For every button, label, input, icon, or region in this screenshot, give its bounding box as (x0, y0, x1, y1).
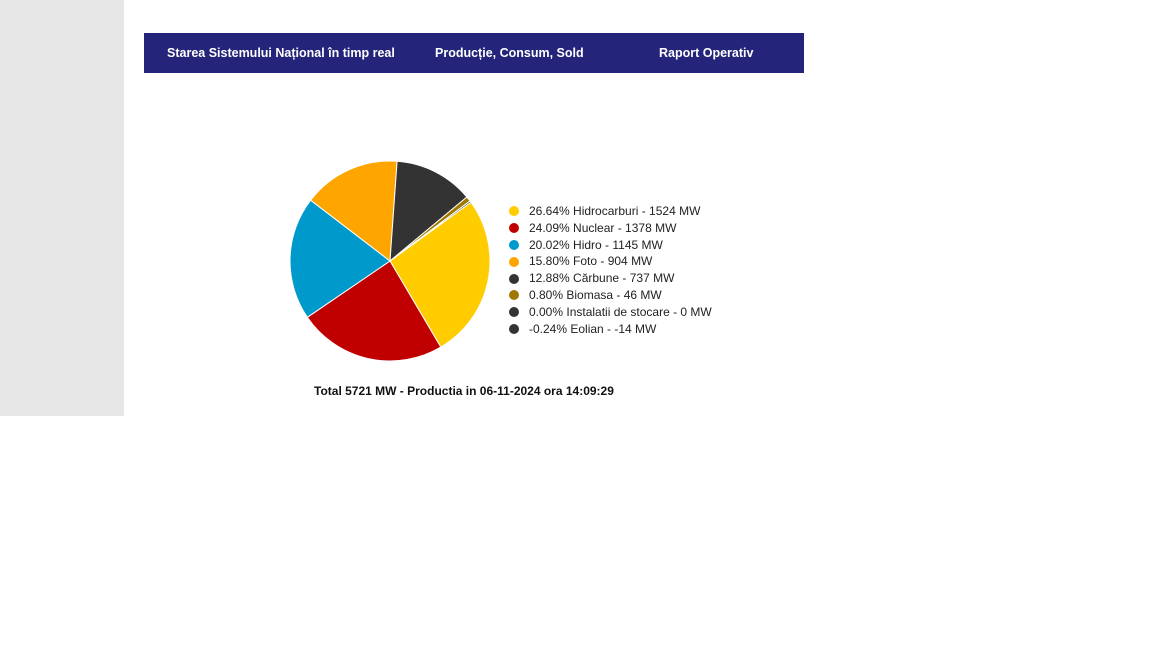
pie-chart-svg (289, 160, 491, 362)
legend-item[interactable]: 20.02% Hidro - 1145 MW (509, 237, 712, 254)
production-pie-chart: 26.64% Hidrocarburi - 1524 MW 24.09% Nucl… (280, 150, 750, 380)
legend-label: 0.80% Biomasa - 46 MW (529, 287, 662, 302)
legend-dot-icon (509, 290, 519, 301)
legend-item[interactable]: 26.64% Hidrocarburi - 1524 MW (509, 203, 712, 220)
top-navigation-bar: Starea Sistemului Național în timp real … (144, 33, 804, 73)
legend-label: 20.02% Hidro - 1145 MW (529, 237, 663, 252)
pie-slice-nuclear[interactable] (306, 260, 442, 362)
legend-item[interactable]: 12.88% Cărbune - 737 MW (509, 270, 712, 287)
legend-dot-icon (509, 323, 519, 334)
legend-item[interactable]: 0.00% Instalatii de stocare - 0 MW (509, 304, 712, 321)
legend-item[interactable]: 15.80% Foto - 904 MW (509, 253, 712, 270)
legend-label: -0.24% Eolian - -14 MW (529, 321, 657, 336)
legend-dot-icon (509, 206, 519, 217)
total-production-caption: Total 5721 MW - Productia in 06-11-2024 … (314, 384, 614, 398)
legend-dot-icon (509, 307, 519, 318)
legend-item[interactable]: -0.24% Eolian - -14 MW (509, 321, 712, 338)
legend-label: 24.09% Nuclear - 1378 MW (529, 220, 677, 235)
legend-item[interactable]: 0.80% Biomasa - 46 MW (509, 287, 712, 304)
legend-label: 0.00% Instalatii de stocare - 0 MW (529, 304, 712, 319)
tab-starea-sistemului[interactable]: Starea Sistemului Național în timp real (167, 46, 395, 60)
legend-dot-icon (509, 223, 519, 234)
legend-label: 26.64% Hidrocarburi - 1524 MW (529, 204, 701, 218)
legend-label: 12.88% Cărbune - 737 MW (529, 271, 675, 286)
legend-dot-icon (509, 239, 519, 250)
legend-label: 15.80% Foto - 904 MW (529, 254, 653, 269)
pie-slice-hidro[interactable] (289, 199, 391, 318)
tab-productie-consum-sold[interactable]: Producție, Consum, Sold (435, 46, 584, 60)
pie-slice-hidrocarburi[interactable] (389, 201, 491, 348)
legend-item[interactable]: 24.09% Nuclear - 1378 MW (509, 220, 712, 237)
legend-dot-icon (509, 273, 519, 284)
pie-slice-eolian[interactable] (389, 200, 472, 262)
legend-dot-icon (509, 256, 519, 267)
chart-legend: 26.64% Hidrocarburi - 1524 MW 24.09% Nucl… (509, 203, 712, 337)
tab-raport-operativ[interactable]: Raport Operativ (659, 46, 754, 60)
left-sidebar-panel (0, 0, 124, 416)
pie-slice-carbune[interactable] (389, 160, 468, 263)
pie-slice-foto[interactable] (309, 160, 398, 262)
